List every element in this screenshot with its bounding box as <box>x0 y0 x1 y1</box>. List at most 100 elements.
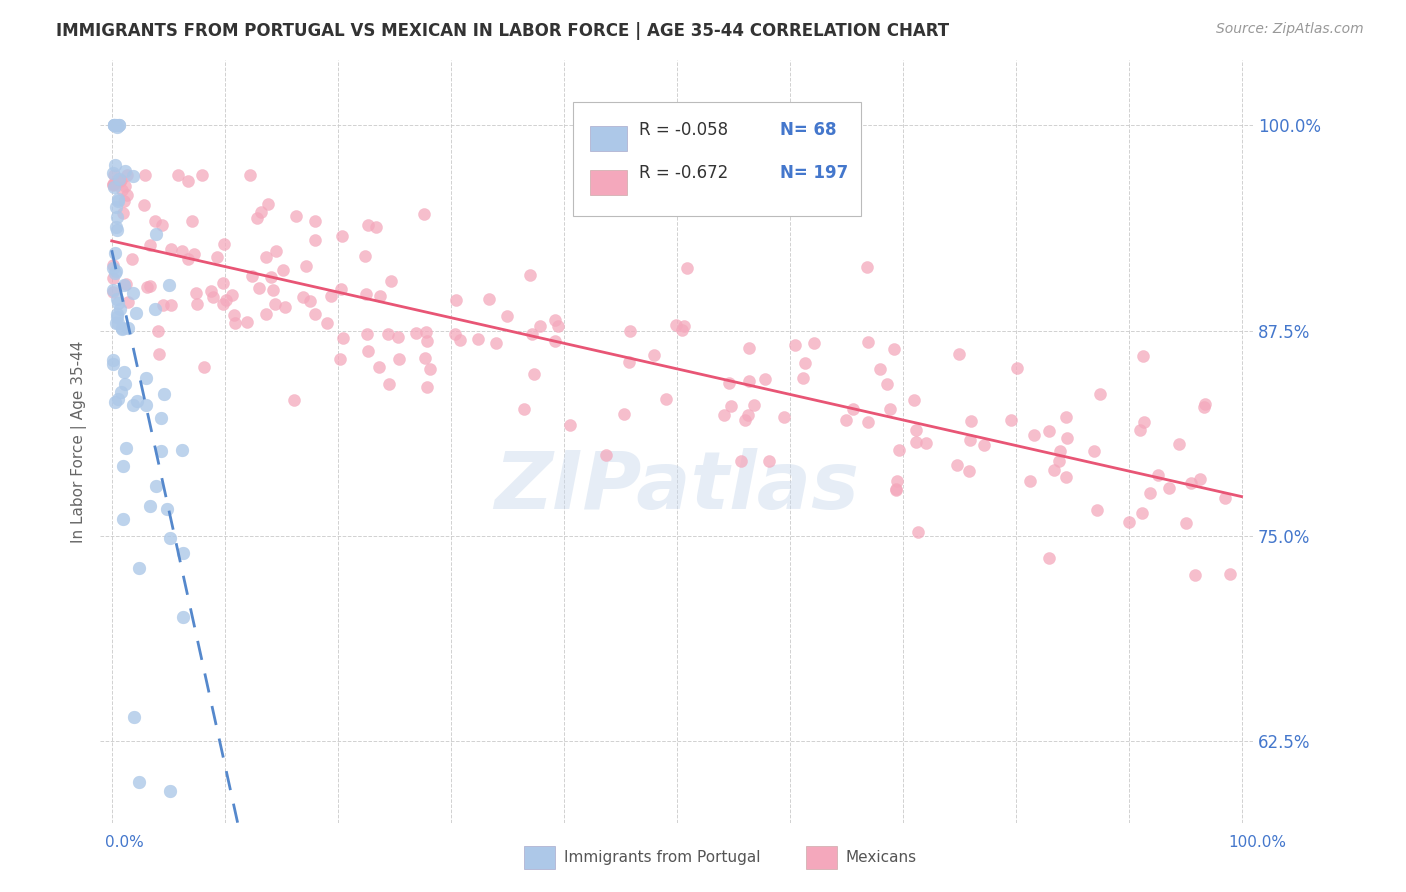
Point <box>1132 506 1154 520</box>
Point <box>1056 431 1078 445</box>
Point <box>159 242 181 256</box>
Point <box>117 295 139 310</box>
Point <box>264 244 287 259</box>
Point <box>673 318 696 333</box>
Point <box>271 263 294 277</box>
Point <box>111 321 134 335</box>
Point <box>103 177 125 191</box>
Point <box>193 359 215 374</box>
Point <box>368 289 391 303</box>
Point <box>103 118 125 132</box>
Point <box>150 443 173 458</box>
Point <box>221 288 243 302</box>
Point <box>115 168 138 182</box>
Point <box>139 279 162 293</box>
Point <box>122 286 145 301</box>
Point <box>367 360 389 375</box>
Point <box>905 423 928 437</box>
Point <box>108 174 131 188</box>
Point <box>186 297 208 311</box>
Point <box>149 411 172 425</box>
Point <box>128 775 150 789</box>
Point <box>122 169 145 183</box>
Point <box>304 307 326 321</box>
Point <box>132 198 155 212</box>
Point <box>792 371 814 385</box>
Point <box>224 316 246 330</box>
Point <box>115 188 138 202</box>
Point <box>111 183 134 197</box>
Point <box>212 236 235 251</box>
Point <box>388 351 411 366</box>
Point <box>114 377 136 392</box>
Point <box>1219 566 1241 581</box>
Point <box>619 355 641 369</box>
Point <box>876 376 898 391</box>
Point <box>887 443 910 458</box>
Point <box>103 394 125 409</box>
Point <box>304 214 326 228</box>
Point <box>172 443 194 458</box>
Text: Source: ZipAtlas.com: Source: ZipAtlas.com <box>1216 22 1364 37</box>
Point <box>103 168 125 182</box>
Point <box>1192 401 1215 415</box>
Point <box>842 402 865 417</box>
Point <box>259 269 281 284</box>
Point <box>294 259 316 273</box>
Point <box>246 211 269 225</box>
Point <box>1042 463 1064 477</box>
Point <box>1139 485 1161 500</box>
FancyBboxPatch shape <box>591 127 627 152</box>
Point <box>236 315 259 329</box>
Point <box>835 413 858 427</box>
Point <box>332 331 354 345</box>
Point <box>744 398 766 412</box>
Point <box>973 438 995 452</box>
Point <box>292 290 315 304</box>
Point <box>101 166 124 180</box>
Point <box>101 357 124 371</box>
Point <box>135 371 157 385</box>
Point <box>1132 349 1154 363</box>
Point <box>529 319 551 334</box>
Point <box>107 295 129 310</box>
Point <box>758 454 780 468</box>
Point <box>101 285 124 299</box>
Point <box>1184 567 1206 582</box>
Point <box>299 294 322 309</box>
Point <box>143 213 166 227</box>
Point <box>903 392 925 407</box>
Point <box>110 384 132 399</box>
Point <box>104 316 127 330</box>
Point <box>283 392 305 407</box>
Point <box>107 192 129 206</box>
Point <box>212 276 235 290</box>
Point <box>105 210 128 224</box>
Point <box>212 297 235 311</box>
Point <box>330 229 353 244</box>
Point <box>330 282 353 296</box>
Point <box>415 325 437 339</box>
Point <box>101 352 124 367</box>
Point <box>240 268 263 283</box>
Point <box>1019 475 1042 489</box>
Point <box>354 249 377 263</box>
Point <box>1049 444 1071 458</box>
Point <box>125 306 148 320</box>
Point <box>513 401 536 416</box>
Point <box>155 502 177 516</box>
Point <box>886 483 908 497</box>
Point <box>713 408 735 422</box>
Point <box>380 274 402 288</box>
Point <box>159 531 181 545</box>
Point <box>1087 503 1109 517</box>
Point <box>718 376 741 391</box>
Point <box>172 546 194 560</box>
Point <box>1024 428 1046 442</box>
Point <box>114 178 136 193</box>
Point <box>117 321 139 335</box>
Point <box>157 277 180 292</box>
Point <box>1038 424 1060 438</box>
Point <box>738 341 761 355</box>
Point <box>1000 412 1022 426</box>
